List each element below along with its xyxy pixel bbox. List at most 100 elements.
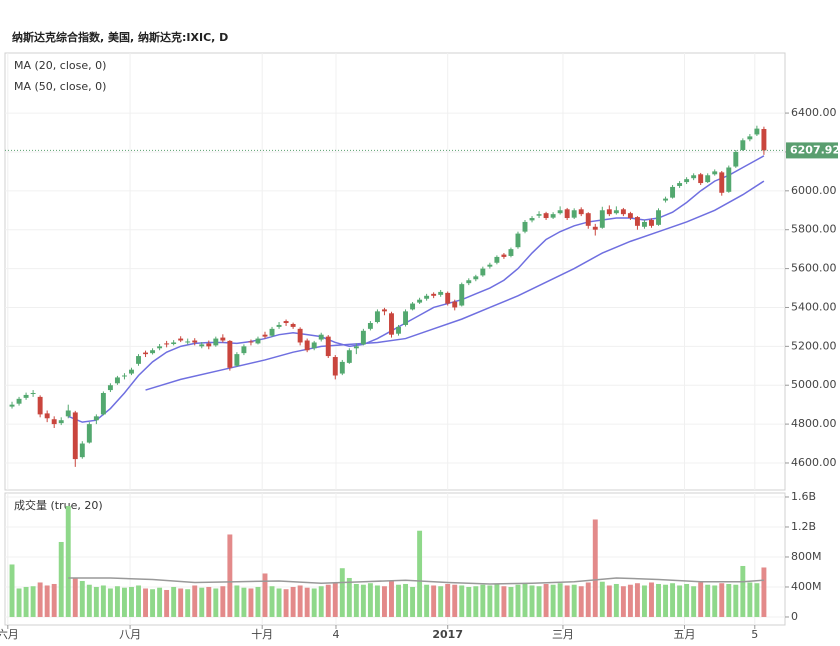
candle-body (382, 309, 387, 312)
volume-bar (677, 585, 683, 617)
volume-bar (578, 586, 584, 617)
candle-body (424, 295, 430, 299)
volume-bar (51, 583, 57, 617)
volume-bar (396, 584, 401, 617)
candle-body (459, 284, 465, 306)
candle-body (164, 343, 170, 345)
volume-bar (403, 583, 408, 617)
volume-bar (438, 586, 444, 617)
candle-body (86, 424, 92, 443)
volume-bar (58, 541, 64, 617)
candle-body (677, 183, 683, 186)
volume-bar (37, 582, 43, 617)
candle-body (726, 167, 732, 192)
volume-bar (459, 585, 465, 617)
candle-body (740, 140, 746, 151)
volume-bar (754, 583, 760, 617)
volume-bar (564, 585, 570, 617)
candle-body (199, 344, 205, 347)
volume-bar (712, 585, 718, 617)
x-tick-label: 五月 (674, 628, 696, 641)
volume-bar (16, 588, 22, 617)
volume-bar (360, 584, 366, 617)
volume-bar (255, 586, 261, 617)
volume-bar (164, 589, 170, 617)
x-tick-label: 2017 (432, 628, 463, 641)
candle-body (339, 361, 345, 374)
volume-bar (536, 586, 542, 617)
volume-bar (290, 586, 296, 617)
volume-bar (634, 583, 640, 617)
volume-title: 成交量 (true, 20) (14, 498, 103, 512)
candle-body (599, 210, 605, 228)
volume-bar (304, 587, 310, 617)
legend-entry: MA (50, close, 0) (14, 80, 106, 93)
candle-body (234, 354, 240, 366)
candle-body (564, 209, 570, 219)
volume-bar (269, 586, 275, 617)
volume-bar (515, 584, 521, 617)
candle-body (557, 210, 563, 214)
candle-body (143, 352, 148, 355)
y-tick-label: 6400.00 (791, 106, 837, 119)
candle-body (58, 420, 64, 424)
candle-body (157, 346, 163, 349)
volume-bar (684, 583, 690, 617)
candle-body (627, 213, 633, 219)
y-tick-label: 5600.00 (791, 262, 837, 275)
candle-body (698, 174, 704, 184)
volume-bar (143, 588, 148, 617)
volume-plot (5, 493, 785, 625)
volume-bar (114, 586, 120, 617)
volume-bar (761, 567, 767, 617)
volume-bar (529, 585, 535, 617)
volume-bar (487, 585, 493, 617)
candle-body (248, 341, 254, 343)
volume-bar (747, 582, 753, 617)
volume-bar (473, 586, 479, 617)
volume-bar (318, 586, 324, 617)
volume-bar (9, 564, 15, 617)
x-tick-label: 六月 (0, 628, 19, 641)
volume-bar (171, 586, 177, 617)
volume-bar (339, 568, 345, 617)
candle-body (719, 172, 725, 193)
volume-bar (627, 584, 633, 617)
ma-line (67, 155, 765, 423)
volume-bar (410, 586, 416, 617)
volume-bar (613, 583, 619, 617)
volume-bar (65, 505, 71, 617)
volume-bar (642, 585, 647, 617)
candle-body (396, 326, 401, 334)
x-tick-label: 5 (751, 628, 758, 641)
candle-body (255, 338, 261, 344)
volume-bar (332, 582, 338, 617)
x-tick-label: 十月 (251, 627, 273, 641)
volume-bar (698, 582, 704, 617)
volume-bar (262, 573, 268, 617)
candle-body (634, 217, 640, 226)
volume-bar (367, 583, 373, 617)
candle-body (304, 340, 310, 351)
candle-body (178, 338, 184, 341)
volume-bar (311, 588, 317, 617)
volume-bar (445, 583, 451, 617)
y-tick-label: 1.2B (791, 520, 816, 533)
candle-body (346, 350, 352, 363)
candle-body (501, 254, 507, 257)
legend-entry: MA (20, close, 0) (14, 59, 106, 72)
candle-body (367, 323, 373, 329)
candle-body (262, 334, 268, 337)
volume-bar (72, 577, 78, 617)
candle-body (670, 186, 676, 198)
y-tick-label: 5200.00 (791, 339, 837, 352)
volume-bar (199, 587, 205, 617)
candle-body (297, 328, 303, 343)
volume-bar (86, 584, 92, 617)
x-axis: 六月 八月 十月 4 2017 三月 五月 5 (0, 627, 758, 641)
candle-body (417, 299, 423, 303)
volume-bar (107, 588, 113, 617)
candle-body (9, 404, 15, 407)
volume-pane (4, 492, 786, 626)
